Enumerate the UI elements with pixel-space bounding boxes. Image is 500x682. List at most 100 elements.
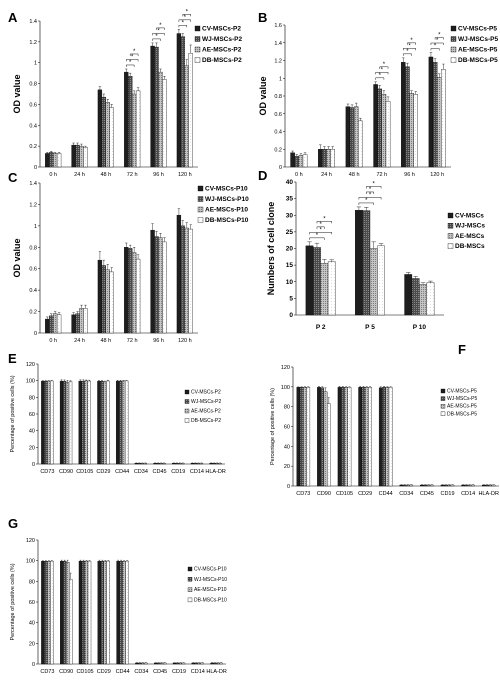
bar xyxy=(364,387,369,487)
significance-star: * xyxy=(365,198,368,204)
bar xyxy=(106,560,110,665)
bar xyxy=(219,662,223,665)
bar xyxy=(41,380,45,465)
significance-bracket xyxy=(403,53,412,56)
x-tick-label: 72 h xyxy=(376,172,387,178)
bar xyxy=(426,282,435,316)
x-tick-label: 120 h xyxy=(178,172,192,178)
x-tick-label: 72 h xyxy=(127,172,138,178)
bar xyxy=(419,284,427,316)
bar xyxy=(122,561,126,665)
x-tick-label: P 5 xyxy=(365,324,375,331)
bar xyxy=(290,152,295,168)
y-tick-label: 0.8 xyxy=(274,94,282,100)
y-tick-label: 100 xyxy=(26,559,35,565)
bar xyxy=(218,462,222,465)
y-tick-label: 20 xyxy=(29,641,35,647)
bar xyxy=(450,484,455,487)
bar xyxy=(209,462,213,465)
bar xyxy=(373,84,378,168)
chart-panel-b: B 0 0.2 0.4 0.6 0.8 1 1.2 1.4 1.6 OD value 0 h 24 h 4… xyxy=(258,10,498,178)
legend-label: AE-MSCs-P5 xyxy=(447,404,477,410)
bar xyxy=(210,662,214,665)
x-tick-label: 48 h xyxy=(100,338,111,344)
chart-panel-e: E 0 20 40 60 80 100 120 Percentage of positive c… xyxy=(8,351,226,475)
bar xyxy=(162,79,167,168)
bar xyxy=(401,62,406,168)
bar xyxy=(362,210,371,316)
bar xyxy=(216,662,220,665)
significance-bracket xyxy=(316,226,325,229)
y-tick-label: 120 xyxy=(26,362,35,368)
bar xyxy=(176,214,182,334)
legend-label: DB-MSCs-P5 xyxy=(458,57,498,64)
y-tick-label: 1.4 xyxy=(29,19,37,25)
bar xyxy=(180,225,186,334)
significance-star: * xyxy=(379,73,382,79)
significance-bracket xyxy=(126,64,135,67)
significance-star: * xyxy=(182,21,185,27)
bar xyxy=(294,156,300,168)
bar xyxy=(491,484,496,487)
x-tick-label: CD90 xyxy=(59,669,73,675)
bar xyxy=(432,62,438,168)
bar xyxy=(56,153,62,168)
legend-label: WJ-MSCs-P10 xyxy=(194,577,227,583)
bar xyxy=(163,662,167,665)
bar xyxy=(84,380,88,465)
bar xyxy=(84,560,89,665)
x-tick-label: CD73 xyxy=(296,491,310,497)
y-tick-label: 80 xyxy=(29,395,35,401)
y-tick-label: 20 xyxy=(29,445,35,451)
significance-bracket xyxy=(403,48,416,51)
bar xyxy=(128,248,133,334)
bar xyxy=(71,144,76,168)
legend-label: CV-MSCs-P5 xyxy=(458,26,497,33)
panel-letter: C xyxy=(8,170,18,185)
legend-label: DB-MSCs-P2 xyxy=(202,57,242,64)
bar xyxy=(212,462,216,465)
bar xyxy=(426,484,431,487)
bar xyxy=(471,484,475,487)
x-tick-label: CD73 xyxy=(40,469,54,475)
legend-swatch xyxy=(197,196,204,202)
significance-bracket xyxy=(375,72,389,75)
bar xyxy=(140,462,145,465)
bar xyxy=(50,560,54,665)
legend-label: WJ-MSCs-P5 xyxy=(447,396,477,402)
x-tick-label: CD105 xyxy=(76,469,93,475)
bar xyxy=(313,247,321,316)
significance-star: * xyxy=(133,49,136,55)
legend-swatch xyxy=(440,411,446,416)
bar xyxy=(141,662,145,665)
x-tick-label: HLA-DR xyxy=(205,469,226,475)
bar xyxy=(200,662,204,665)
bar xyxy=(193,462,198,465)
significance-star: * xyxy=(406,49,409,55)
y-tick-label: 1.2 xyxy=(29,202,37,208)
bar xyxy=(65,382,70,465)
significance-bracket xyxy=(358,202,374,205)
bar xyxy=(190,462,195,465)
x-tick-label: 0 h xyxy=(49,172,57,178)
legend-swatch xyxy=(184,399,190,404)
bar xyxy=(399,484,404,487)
y-tick-label: 40 xyxy=(29,429,35,435)
bar xyxy=(131,93,137,168)
bar xyxy=(47,380,51,465)
bar xyxy=(158,71,163,168)
bar xyxy=(75,313,80,334)
x-tick-label: 96 h xyxy=(404,172,415,178)
bar xyxy=(97,89,103,168)
legend-label: CV-MSCs xyxy=(455,213,484,220)
bar xyxy=(303,387,307,487)
legend-label: WJ-MSCs-P5 xyxy=(458,36,498,43)
y-tick-label: 100 xyxy=(281,385,290,391)
bar xyxy=(317,387,321,487)
significance-star: * xyxy=(319,222,322,228)
bar xyxy=(79,308,84,334)
y-tick-label: 1 xyxy=(34,61,37,67)
bar xyxy=(47,561,51,665)
bar xyxy=(135,258,141,334)
legend-swatch xyxy=(187,587,193,592)
